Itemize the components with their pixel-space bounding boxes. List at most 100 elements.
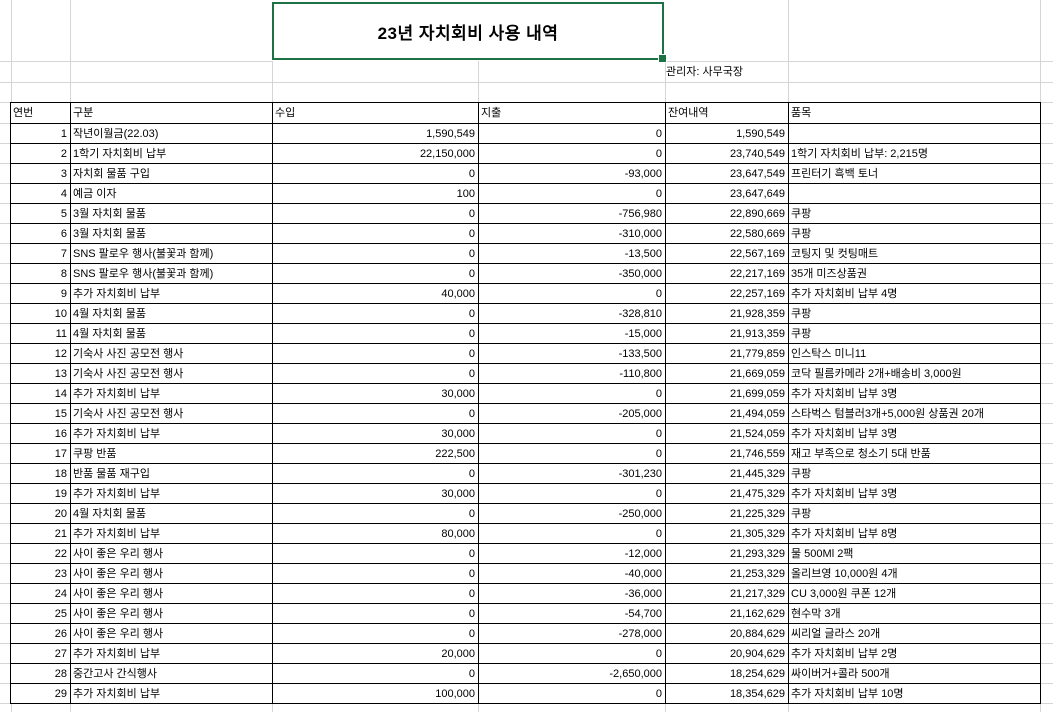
cell-expense[interactable]: -15,000 [478,323,666,344]
cell-expense[interactable]: -2,650,000 [478,663,666,684]
cell-income[interactable]: 0 [272,543,479,564]
cell-balance[interactable]: 21,928,359 [665,303,789,324]
cell-balance[interactable]: 21,305,329 [665,523,789,544]
cell-income[interactable]: 20,000 [272,643,479,664]
cell-income[interactable]: 30,000 [272,383,479,404]
cell-item[interactable]: 쿠팡 [788,323,1041,344]
cell-balance[interactable]: 22,217,169 [665,263,789,284]
selection-fill-handle[interactable] [658,54,667,63]
cell-balance[interactable]: 23,647,649 [665,183,789,204]
cell-income[interactable]: 0 [272,343,479,364]
cell-no[interactable]: 17 [10,443,71,464]
cell-expense[interactable]: -756,980 [478,203,666,224]
cell-income[interactable]: 0 [272,603,479,624]
cell-no[interactable]: 15 [10,403,71,424]
cell-category[interactable]: 사이 좋은 우리 행사 [70,563,273,584]
cell-balance[interactable]: 1,590,549 [665,123,789,144]
cell-category[interactable]: 3월 자치회 물품 [70,203,273,224]
cell-no[interactable]: 3 [10,163,71,184]
cell-expense[interactable]: -133,500 [478,343,666,364]
cell-income[interactable]: 30,000 [272,483,479,504]
cell-expense[interactable]: -54,700 [478,603,666,624]
cell-item[interactable]: 씨리얼 글라스 20개 [788,623,1041,644]
cell-income[interactable]: 222,500 [272,443,479,464]
cell-income[interactable]: 0 [272,563,479,584]
cell-no[interactable]: 22 [10,543,71,564]
cell-expense[interactable]: 0 [478,143,666,164]
cell-no[interactable]: 19 [10,483,71,504]
cell-balance[interactable]: 21,913,359 [665,323,789,344]
cell-balance[interactable]: 18,354,629 [665,683,789,704]
cell-balance[interactable]: 22,257,169 [665,283,789,304]
cell-income[interactable]: 100 [272,183,479,204]
cell-category[interactable]: 추가 자치회비 납부 [70,483,273,504]
cell-expense[interactable]: 0 [478,683,666,704]
cell-balance[interactable]: 21,445,329 [665,463,789,484]
cell-income[interactable]: 0 [272,243,479,264]
column-header[interactable]: 잔여내역 [665,102,789,124]
cell-no[interactable]: 27 [10,643,71,664]
cell-item[interactable]: 스타벅스 텀블러3개+5,000원 상품권 20개 [788,403,1041,424]
cell-no[interactable]: 8 [10,263,71,284]
cell-expense[interactable]: -250,000 [478,503,666,524]
cell-no[interactable]: 21 [10,523,71,544]
cell-balance[interactable]: 21,293,329 [665,543,789,564]
cell-balance[interactable]: 21,524,059 [665,423,789,444]
cell-item[interactable]: CU 3,000원 쿠폰 12개 [788,583,1041,604]
cell-no[interactable]: 11 [10,323,71,344]
cell-no[interactable]: 29 [10,683,71,704]
cell-category[interactable]: SNS 팔로우 행사(불꽃과 함께) [70,263,273,284]
cell-category[interactable]: 3월 자치회 물품 [70,223,273,244]
cell-item[interactable]: 추가 자치회비 납부 10명 [788,683,1041,704]
cell-no[interactable]: 10 [10,303,71,324]
cell-item[interactable]: 물 500Ml 2팩 [788,543,1041,564]
cell-balance[interactable]: 20,884,629 [665,623,789,644]
cell-expense[interactable]: -12,000 [478,543,666,564]
cell-no[interactable]: 16 [10,423,71,444]
cell-item[interactable]: 현수막 3개 [788,603,1041,624]
cell-category[interactable]: 4월 자치회 물품 [70,303,273,324]
title-cell[interactable]: 23년 자치회비 사용 내역 [272,2,667,63]
cell-category[interactable]: 추가 자치회비 납부 [70,283,273,304]
cell-category[interactable]: 예금 이자 [70,183,273,204]
cell-expense[interactable]: 0 [478,123,666,144]
cell-no[interactable]: 7 [10,243,71,264]
cell-balance[interactable]: 21,494,059 [665,403,789,424]
cell-income[interactable]: 1,590,549 [272,123,479,144]
cell-item[interactable]: 쿠팡 [788,463,1041,484]
cell-income[interactable]: 0 [272,203,479,224]
cell-no[interactable]: 25 [10,603,71,624]
cell-expense[interactable]: 0 [478,483,666,504]
cell-no[interactable]: 28 [10,663,71,684]
cell-income[interactable]: 0 [272,623,479,644]
cell-expense[interactable]: 0 [478,443,666,464]
cell-item[interactable]: 추가 자치회비 납부 3명 [788,483,1041,504]
cell-expense[interactable]: 0 [478,423,666,444]
cell-expense[interactable]: 0 [478,523,666,544]
cell-category[interactable]: 중간고사 간식행사 [70,663,273,684]
cell-no[interactable]: 20 [10,503,71,524]
cell-expense[interactable]: -301,230 [478,463,666,484]
cell-balance[interactable]: 21,253,329 [665,563,789,584]
cell-income[interactable]: 0 [272,663,479,684]
cell-item[interactable]: 코팅지 및 컷팅매트 [788,243,1041,264]
cell-income[interactable]: 0 [272,403,479,424]
cell-no[interactable]: 5 [10,203,71,224]
cell-category[interactable]: 추가 자치회비 납부 [70,643,273,664]
cell-balance[interactable]: 21,746,559 [665,443,789,464]
cell-no[interactable]: 26 [10,623,71,644]
cell-income[interactable]: 40,000 [272,283,479,304]
cell-income[interactable]: 0 [272,463,479,484]
cell-expense[interactable]: 0 [478,183,666,204]
cell-category[interactable]: 4월 자치회 물품 [70,503,273,524]
cell-no[interactable]: 12 [10,343,71,364]
cell-balance[interactable]: 21,669,059 [665,363,789,384]
cell-income[interactable]: 0 [272,503,479,524]
cell-category[interactable]: 기숙사 사진 공모전 행사 [70,363,273,384]
cell-category[interactable]: 추가 자치회비 납부 [70,383,273,404]
cell-balance[interactable]: 20,904,629 [665,643,789,664]
cell-balance[interactable]: 22,567,169 [665,243,789,264]
cell-income[interactable]: 0 [272,163,479,184]
cell-category[interactable]: 추가 자치회비 납부 [70,523,273,544]
cell-expense[interactable]: -93,000 [478,163,666,184]
